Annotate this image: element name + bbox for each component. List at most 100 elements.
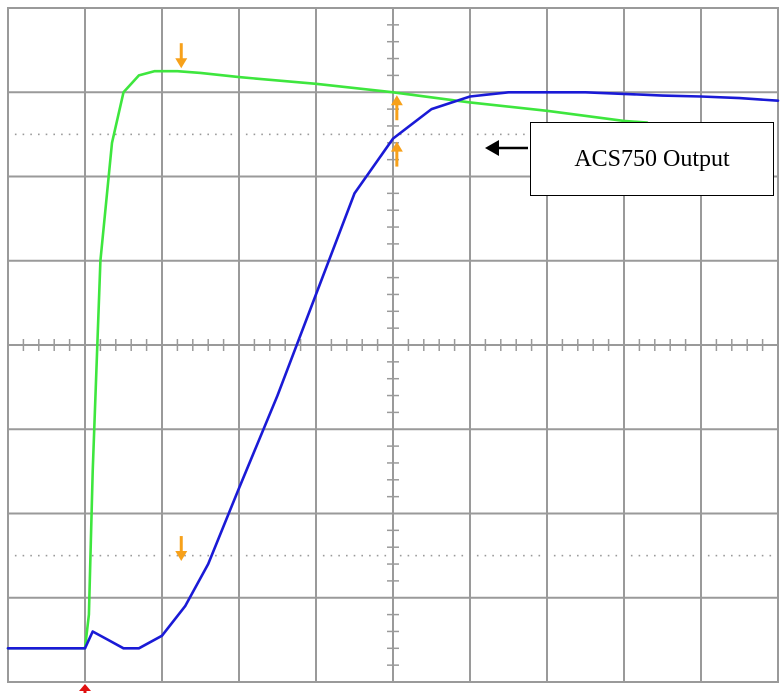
dotted-reference [245, 554, 248, 557]
dotted-reference [500, 133, 502, 136]
dotted-reference [14, 133, 17, 136]
annotation-arrow [485, 140, 528, 156]
up-arrow-icon [390, 141, 403, 167]
dotted-reference [438, 554, 440, 557]
dotted-reference [161, 133, 163, 136]
dotted-reference [415, 554, 417, 557]
dotted-reference [484, 133, 487, 136]
dotted-reference [461, 554, 464, 557]
dotted-reference [22, 133, 25, 136]
dotted-reference [61, 554, 63, 557]
dotted-reference [607, 554, 610, 557]
dotted-reference [399, 133, 402, 136]
marker-head [390, 141, 403, 152]
trace-blue [6, 91, 780, 650]
dotted-reference [7, 554, 9, 557]
dotted-reference [145, 133, 148, 136]
dotted-reference [338, 133, 340, 136]
dotted-reference [76, 554, 79, 557]
dotted-reference [84, 554, 86, 557]
dotted-reference [584, 554, 587, 557]
dotted-reference [184, 554, 186, 557]
marker-head [175, 551, 188, 562]
dotted-reference [315, 554, 317, 557]
dotted-reference [738, 554, 741, 557]
dotted-reference [384, 554, 387, 557]
up-arrow-icon [390, 95, 403, 121]
dotted-reference [553, 554, 556, 557]
dotted-reference [30, 133, 32, 136]
dotted-reference [299, 554, 302, 557]
dotted-reference [284, 554, 286, 557]
dotted-reference [338, 554, 340, 557]
cursor-markers [79, 43, 403, 693]
dotted-reference [107, 133, 109, 136]
dotted-reference [145, 554, 148, 557]
dotted-reference [777, 133, 779, 136]
dotted-reference [461, 133, 464, 136]
dotted-reference [176, 554, 179, 557]
dotted-reference [392, 554, 394, 557]
dotted-reference [469, 133, 471, 136]
dotted-reference [330, 133, 333, 136]
dotted-reference [438, 133, 440, 136]
dotted-reference [430, 133, 433, 136]
dotted-reference [261, 133, 263, 136]
dotted-reference [168, 554, 171, 557]
dotted-reference [207, 554, 209, 557]
dotted-reference [253, 554, 256, 557]
dotted-reference [284, 133, 286, 136]
marker-head [175, 58, 188, 69]
dotted-reference [269, 554, 271, 557]
dotted-reference [322, 554, 325, 557]
dotted-reference [661, 554, 664, 557]
dotted-reference [615, 554, 618, 557]
dotted-reference [45, 133, 48, 136]
dotted-reference [361, 133, 363, 136]
dotted-reference [315, 133, 317, 136]
dotted-reference [38, 554, 40, 557]
dotted-reference [515, 133, 517, 136]
dotted-reference [492, 554, 494, 557]
dotted-reference [777, 554, 779, 557]
dotted-reference [130, 133, 132, 136]
dotted-reference [353, 554, 356, 557]
dotted-reference [592, 554, 594, 557]
dotted-reference [577, 554, 579, 557]
dotted-reference [492, 133, 494, 136]
dotted-reference [376, 133, 379, 136]
dotted-reference [238, 554, 240, 557]
dotted-reference [138, 554, 140, 557]
dotted-reference [677, 554, 679, 557]
dotted-reference [453, 554, 456, 557]
dotted-reference [569, 554, 571, 557]
dotted-reference [523, 554, 525, 557]
dotted-reference [161, 554, 163, 557]
down-arrow-icon [175, 536, 188, 562]
dotted-reference [684, 554, 687, 557]
dotted-reference [523, 133, 525, 136]
dotted-reference [630, 554, 633, 557]
dotted-reference [30, 554, 32, 557]
dotted-reference [769, 554, 772, 557]
dotted-reference [45, 554, 48, 557]
dotted-reference [322, 133, 325, 136]
dotted-reference [353, 133, 356, 136]
dotted-reference [130, 554, 132, 557]
marker-head [390, 95, 403, 106]
dotted-reference [68, 554, 71, 557]
dotted-reference [99, 133, 102, 136]
dotted-reference [22, 554, 25, 557]
dotted-reference [91, 554, 94, 557]
dotted-reference [530, 554, 533, 557]
dotted-reference [723, 554, 725, 557]
annotation-label: ACS750 Output [530, 122, 774, 196]
dotted-reference [715, 554, 718, 557]
dotted-reference [446, 554, 448, 557]
dotted-reference [407, 133, 410, 136]
dotted-reference [307, 133, 310, 136]
dotted-reference [230, 133, 233, 136]
dotted-reference [453, 133, 456, 136]
dotted-reference [7, 133, 9, 136]
dotted-reference [399, 554, 402, 557]
